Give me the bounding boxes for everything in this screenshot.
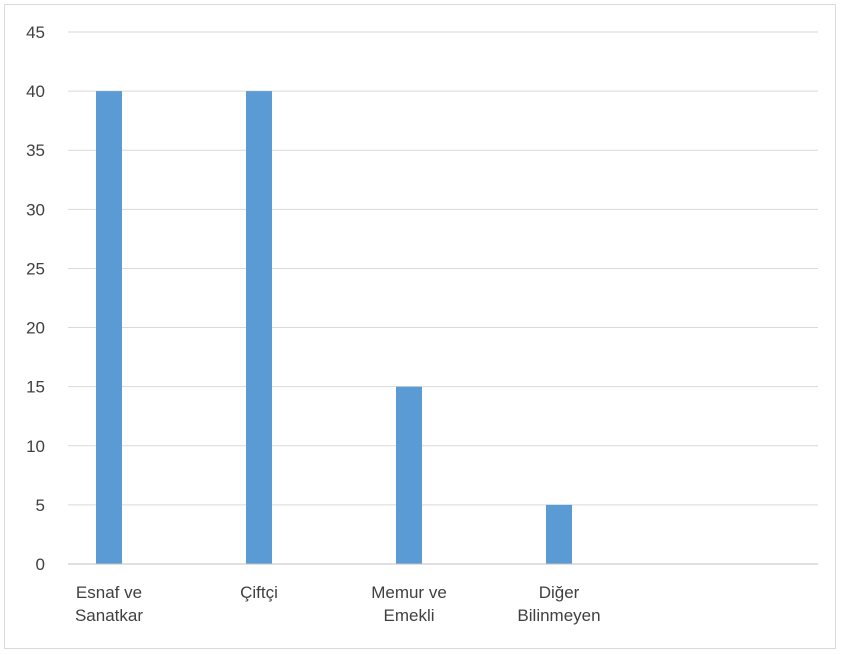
x-category-label: Bilinmeyen xyxy=(517,606,600,625)
y-tick-label: 10 xyxy=(26,437,45,456)
y-tick-label: 25 xyxy=(26,259,45,278)
bar xyxy=(396,386,422,564)
x-category-label: Sanatkar xyxy=(75,606,143,625)
y-tick-label: 15 xyxy=(26,378,45,397)
y-tick-label: 20 xyxy=(26,319,45,338)
y-tick-label: 5 xyxy=(36,496,45,515)
x-category-label: Diğer xyxy=(539,583,580,602)
y-axis-tick-labels: 0 5 10 15 20 25 30 35 40 45 xyxy=(26,23,45,574)
bar xyxy=(246,91,272,564)
x-axis-category-labels: Esnaf ve Sanatkar Çiftçi Memur ve Emekli Diğe… xyxy=(75,583,601,625)
chart-frame: 0 5 10 15 20 25 30 35 40 45 Esnaf ve Sanatkar Çiftç… xyxy=(4,4,836,649)
x-category-label: Memur ve xyxy=(371,583,447,602)
bar xyxy=(546,504,572,564)
bars xyxy=(96,91,572,564)
y-tick-label: 0 xyxy=(36,555,45,574)
y-tick-label: 45 xyxy=(26,23,45,42)
x-category-label: Esnaf ve xyxy=(76,583,142,602)
y-tick-label: 40 xyxy=(26,82,45,101)
y-tick-label: 30 xyxy=(26,200,45,219)
gridlines xyxy=(68,31,818,506)
x-category-label: Çiftçi xyxy=(240,583,278,602)
bar-chart: 0 5 10 15 20 25 30 35 40 45 Esnaf ve Sanatkar Çiftç… xyxy=(26,23,818,625)
y-tick-label: 35 xyxy=(26,141,45,160)
bar xyxy=(96,91,122,564)
x-category-label: Emekli xyxy=(383,606,434,625)
